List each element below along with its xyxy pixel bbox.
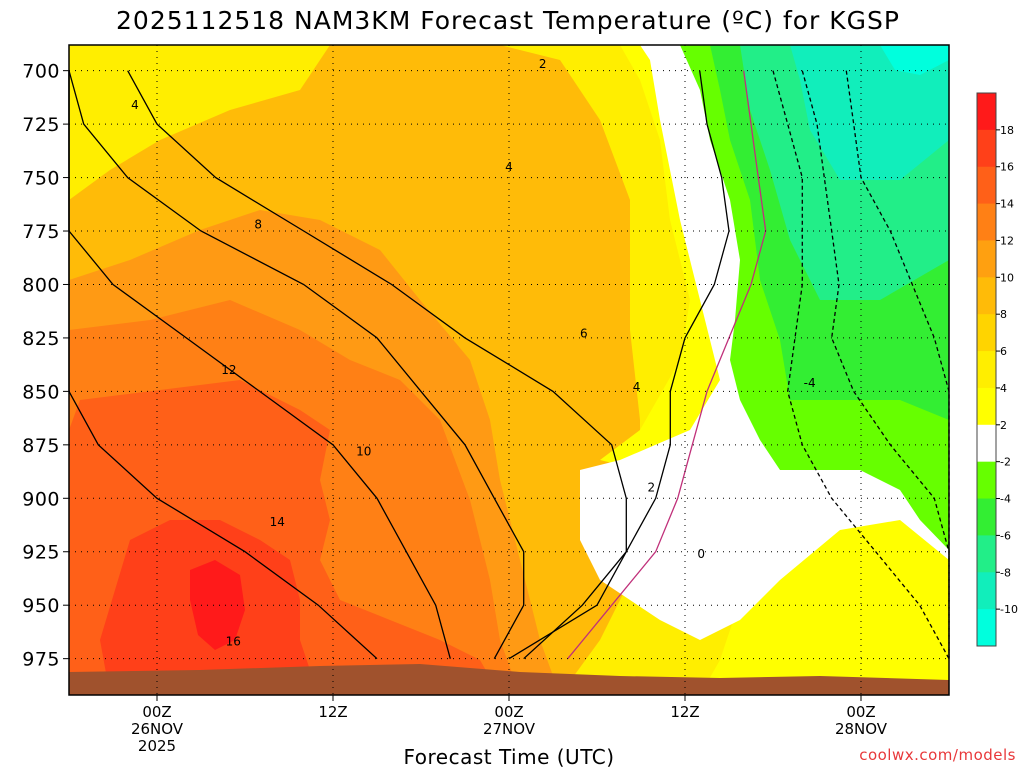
- contour-value-label: 10: [356, 444, 371, 458]
- contour-value-label: 2: [647, 481, 655, 495]
- contour-value-label: -4: [804, 376, 816, 390]
- contour-value-label: 2: [539, 57, 547, 71]
- colorbar-label: 10: [1000, 271, 1014, 284]
- contour-line--6: [845, 70, 950, 659]
- colorbar-label: 4: [1000, 382, 1007, 395]
- colorbar-swatch: [977, 609, 996, 647]
- colorbar-swatch: [977, 240, 996, 278]
- y-tick-label: 950: [22, 595, 60, 617]
- contour-value-label: 16: [226, 635, 241, 649]
- contour-value-label: 8: [254, 218, 262, 232]
- contour-value-label: 12: [221, 363, 236, 377]
- temperature-field: [69, 45, 949, 695]
- y-tick-label: 825: [22, 328, 60, 350]
- x-tick-label: 2025: [138, 737, 176, 755]
- colorbar: 18 16 14 12 10 8 6 4 2 -2 -4 -6 -8 -10: [976, 92, 1018, 647]
- x-tick-label: 00Z: [846, 703, 875, 721]
- gridlines: [69, 45, 949, 695]
- colorbar-swatch: [977, 351, 996, 389]
- colorbar-label: -10: [1000, 603, 1018, 616]
- colorbar-swatch: [977, 93, 996, 131]
- contour-value-label: 4: [131, 98, 139, 112]
- y-tick-label: 850: [22, 381, 60, 403]
- y-tick-label: 875: [22, 435, 60, 457]
- y-tick-label: 775: [22, 221, 60, 243]
- x-tick-label: 12Z: [318, 703, 347, 721]
- colorbar-swatch: [977, 129, 996, 168]
- colorbar-label: 16: [1000, 161, 1014, 174]
- colorbar-frame: [976, 92, 997, 647]
- colorbar-label: -8: [1000, 566, 1011, 579]
- y-tick-label: 725: [22, 114, 60, 136]
- colorbar-label: -4: [1000, 493, 1011, 506]
- contour-value-label: 6: [580, 327, 588, 341]
- contour-value-label: 0: [697, 547, 705, 561]
- contour-line-2: [523, 70, 730, 660]
- colorbar-label: -2: [1000, 456, 1011, 469]
- y-tick-label: 800: [22, 274, 60, 296]
- colorbar-label: 14: [1000, 198, 1014, 211]
- contour-value-label: 4: [505, 160, 513, 174]
- y-tick-label: 750: [22, 168, 60, 190]
- colorbar-swatch: [977, 498, 996, 536]
- field-minus10: [880, 45, 949, 75]
- contour-line-8: [68, 70, 525, 660]
- y-tick-label: 975: [22, 649, 60, 671]
- x-tick-label: 00Z: [494, 703, 523, 721]
- colorbar-label: 8: [1000, 308, 1007, 321]
- y-axis: 700 725 750 775 800 825 850 875 900 925 950 975: [22, 61, 69, 671]
- colorbar-swatch: [977, 461, 996, 500]
- colorbar-label: 18: [1000, 124, 1014, 137]
- x-tick-label: 12Z: [670, 703, 699, 721]
- colorbar-swatch: [977, 387, 996, 426]
- contour-line-4: [127, 70, 627, 660]
- colorbar-swatch: [977, 277, 996, 315]
- y-tick-label: 925: [22, 542, 60, 564]
- terrain-ground: [69, 664, 949, 695]
- x-tick-label: 00Z: [142, 703, 171, 721]
- y-tick-label: 900: [22, 488, 60, 510]
- colorbar-label: 2: [1000, 419, 1007, 432]
- contour-line-0: [567, 70, 767, 660]
- x-tick-label: 28NOV: [835, 720, 888, 738]
- colorbar-swatch: [977, 424, 996, 463]
- x-tick-label: 26NOV: [131, 720, 184, 738]
- credit-link[interactable]: coolwx.com/models: [859, 746, 1016, 764]
- colorbar-swatch: [977, 572, 996, 610]
- colorbar-swatch: [977, 535, 996, 573]
- contour-value-label: 14: [270, 515, 285, 529]
- contour-line--2: [772, 70, 950, 660]
- colorbar-label: -6: [1000, 529, 1011, 542]
- x-axis-label: Forecast Time (UTC): [403, 745, 614, 768]
- colorbar-swatch: [977, 203, 996, 241]
- contour-labels: 2 4 4 8 6 12 4 -4 10 2 14 0 16: [131, 57, 815, 648]
- colorbar-swatch: [977, 314, 996, 352]
- colorbar-label: 6: [1000, 345, 1007, 358]
- contour-value-label: 4: [633, 380, 641, 394]
- colorbar-label: 12: [1000, 234, 1014, 247]
- colorbar-swatch: [977, 166, 996, 205]
- x-tick-label: 27NOV: [483, 720, 536, 738]
- field-minus8: [790, 45, 949, 180]
- chart-title: 2025112518 NAM3KM Forecast Temperature (…: [116, 6, 900, 35]
- y-tick-label: 700: [22, 61, 60, 83]
- field-16-18: [190, 560, 245, 650]
